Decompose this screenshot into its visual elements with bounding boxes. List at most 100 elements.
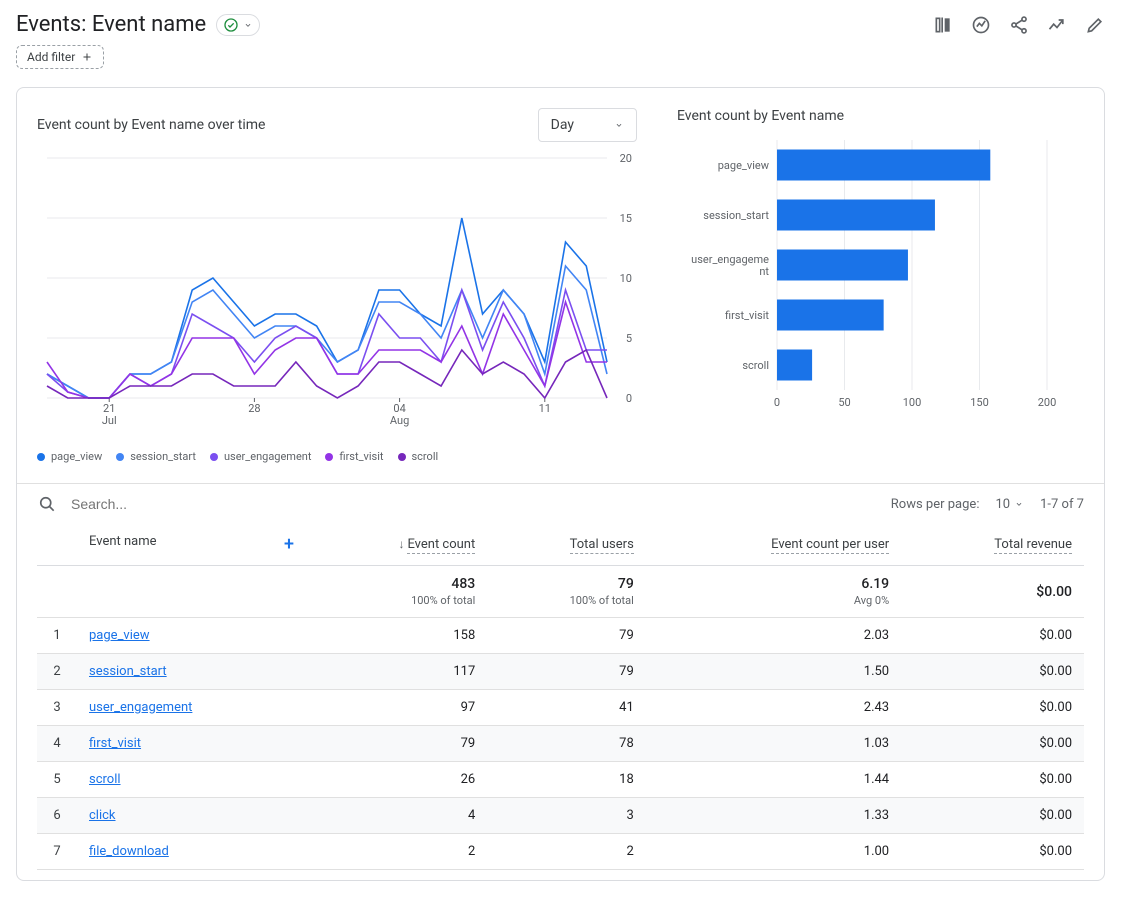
cell-event-count: 79: [306, 726, 487, 762]
legend-item[interactable]: scroll: [398, 450, 439, 463]
edit-icon[interactable]: [1085, 15, 1105, 35]
insights-icon[interactable]: [971, 15, 991, 35]
legend-dot-icon: [37, 453, 45, 461]
table-row: 4first_visit79781.03$0.00: [37, 726, 1084, 762]
table-row: 3user_engagement97412.43$0.00: [37, 690, 1084, 726]
bar-chart-panel: Event count by Event name 050100150200pa…: [677, 108, 1084, 463]
cell-total-users: 18: [487, 762, 646, 798]
add-filter-label: Add filter: [27, 50, 75, 64]
col-per-user[interactable]: Event count per user: [646, 524, 901, 566]
svg-text:first_visit: first_visit: [725, 309, 769, 322]
col-total-users[interactable]: Total users: [487, 524, 646, 566]
check-circle-icon: [223, 17, 239, 33]
table-row: 5scroll26181.44$0.00: [37, 762, 1084, 798]
legend-label: user_engagement: [224, 450, 312, 463]
add-filter-button[interactable]: Add filter: [16, 45, 104, 69]
cell-total-users: 79: [487, 654, 646, 690]
line-chart-panel: Event count by Event name over time Day …: [37, 108, 637, 463]
cell-event-count: 158: [306, 618, 487, 654]
event-name-link[interactable]: page_view: [89, 628, 150, 643]
row-index: 4: [37, 726, 77, 762]
cell-revenue: $0.00: [901, 834, 1084, 870]
status-chip[interactable]: [216, 14, 260, 36]
svg-text:Jul: Jul: [102, 414, 117, 427]
col-event-count[interactable]: ↓ Event count: [306, 524, 487, 566]
cell-per-user: 1.44: [646, 762, 901, 798]
granularity-value: Day: [551, 117, 574, 133]
cell-revenue: $0.00: [901, 690, 1084, 726]
search-input[interactable]: [69, 495, 249, 513]
row-index: 3: [37, 690, 77, 726]
event-name-link[interactable]: first_visit: [89, 736, 141, 751]
svg-text:0: 0: [626, 392, 632, 405]
event-name-link[interactable]: file_download: [89, 844, 169, 859]
cell-total-users: 2: [487, 834, 646, 870]
legend-item[interactable]: first_visit: [325, 450, 383, 463]
col-event-name[interactable]: Event name +: [77, 524, 306, 566]
row-index: 2: [37, 654, 77, 690]
chevron-down-icon: [243, 20, 253, 30]
search-icon[interactable]: [37, 494, 57, 514]
row-index: 6: [37, 798, 77, 834]
cell-revenue: $0.00: [901, 798, 1084, 834]
cell-per-user: 1.03: [646, 726, 901, 762]
cell-event-count: 97: [306, 690, 487, 726]
legend-label: page_view: [51, 450, 102, 463]
col-revenue[interactable]: Total revenue: [901, 524, 1084, 566]
svg-text:user_engageme: user_engageme: [691, 253, 769, 266]
legend-label: first_visit: [339, 450, 383, 463]
totals-row: 483100% of total 79100% of total 6.19Avg…: [37, 566, 1084, 618]
event-name-link[interactable]: click: [89, 808, 116, 823]
legend-item[interactable]: user_engagement: [210, 450, 312, 463]
event-name-link[interactable]: session_start: [89, 664, 167, 679]
cell-total-users: 79: [487, 618, 646, 654]
svg-text:5: 5: [626, 332, 632, 345]
granularity-select[interactable]: Day: [538, 108, 637, 142]
bar-chart: 050100150200page_viewsession_startuser_e…: [677, 130, 1057, 420]
legend-item[interactable]: session_start: [116, 450, 196, 463]
rows-per-page-select[interactable]: 10: [995, 497, 1024, 512]
cell-total-users: 3: [487, 798, 646, 834]
legend-label: session_start: [130, 450, 196, 463]
cell-total-users: 78: [487, 726, 646, 762]
page-range: 1-7 of 7: [1040, 497, 1084, 512]
compare-icon[interactable]: [933, 15, 953, 35]
svg-text:150: 150: [970, 396, 989, 409]
table-row: 1page_view158792.03$0.00: [37, 618, 1084, 654]
cell-revenue: $0.00: [901, 654, 1084, 690]
svg-text:20: 20: [620, 152, 632, 165]
share-icon[interactable]: [1009, 15, 1029, 35]
cell-total-users: 41: [487, 690, 646, 726]
cell-event-count: 117: [306, 654, 487, 690]
event-name-link[interactable]: scroll: [89, 772, 121, 787]
main-card: Event count by Event name over time Day …: [16, 87, 1105, 881]
add-dimension-icon[interactable]: +: [284, 534, 294, 555]
cell-revenue: $0.00: [901, 618, 1084, 654]
cell-revenue: $0.00: [901, 762, 1084, 798]
svg-text:15: 15: [620, 212, 632, 225]
row-index: 5: [37, 762, 77, 798]
svg-text:Aug: Aug: [390, 414, 409, 427]
events-table: Event name + ↓ Event count Total users E…: [37, 524, 1084, 870]
table-row: 7file_download221.00$0.00: [37, 834, 1084, 870]
legend-item[interactable]: page_view: [37, 450, 102, 463]
event-name-link[interactable]: user_engagement: [89, 700, 192, 715]
trend-icon[interactable]: [1047, 15, 1067, 35]
line-chart-legend: page_view session_start user_engagement fir…: [37, 450, 637, 463]
svg-text:10: 10: [620, 272, 632, 285]
chevron-down-icon: [614, 120, 624, 130]
page-title: Events: Event name: [16, 12, 206, 37]
line-chart-title: Event count by Event name over time: [37, 117, 265, 133]
cell-event-count: 4: [306, 798, 487, 834]
row-index: 1: [37, 618, 77, 654]
header-toolbar: [933, 15, 1105, 35]
rows-per-page-label: Rows per page:: [891, 497, 980, 512]
rows-per-page-value: 10: [995, 497, 1010, 512]
legend-dot-icon: [325, 453, 333, 461]
cell-per-user: 1.33: [646, 798, 901, 834]
page-header: Events: Event name: [16, 8, 1105, 45]
svg-text:200: 200: [1038, 396, 1057, 409]
chevron-down-icon: [1014, 499, 1024, 509]
svg-text:0: 0: [774, 396, 780, 409]
legend-dot-icon: [210, 453, 218, 461]
